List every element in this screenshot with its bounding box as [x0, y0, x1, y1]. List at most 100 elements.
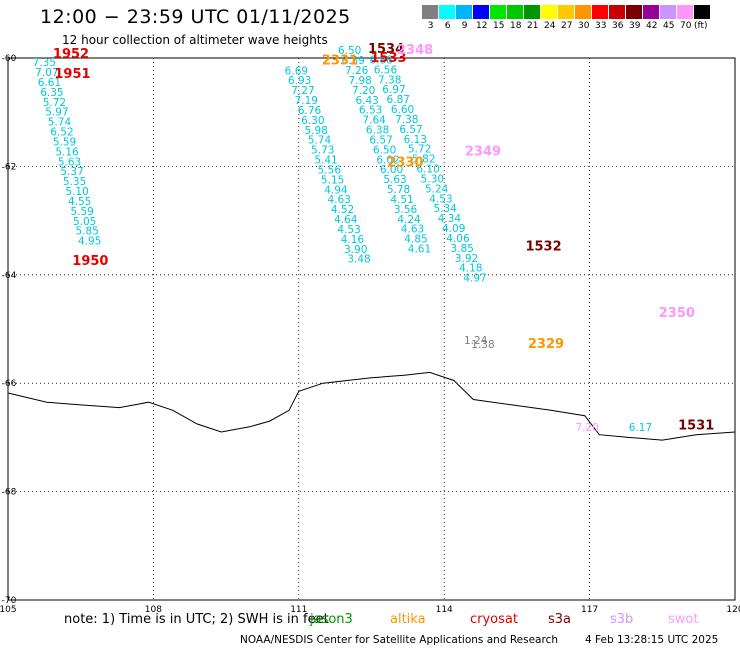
pass-time-label: 1950 [72, 254, 108, 269]
pass-time-label: 1952 [53, 47, 89, 62]
legend-label-36: 36 [612, 21, 624, 31]
footer-credit: NOAA/NESDIS Center for Satellite Applica… [240, 634, 558, 646]
swh-value: 5.63 [58, 156, 81, 168]
swh-value: 1.38 [471, 339, 494, 351]
swh-value: 4.06 [446, 233, 470, 245]
legend-label-9: 9 [461, 21, 468, 31]
swh-value: 5.30 [421, 173, 444, 185]
swh-value: 3.90 [344, 244, 367, 256]
swh-value: 4.55 [68, 196, 91, 208]
map-frame [7, 57, 736, 601]
swh-value: 3.48 [347, 254, 370, 266]
swh-value: 5.97 [45, 107, 68, 119]
legend-swatch-16 [677, 5, 694, 19]
swh-value: 4.85 [404, 234, 427, 246]
swh-value: 4.61 [408, 244, 431, 256]
legend-swatch-3 [456, 5, 473, 19]
swh-value: 4.95 [78, 236, 101, 248]
legend-label-12: 12 [476, 21, 488, 31]
swh-value: 6.02 [376, 154, 399, 166]
legend-swatches [422, 5, 711, 19]
pass-time-label: 1534 [368, 42, 404, 57]
swh-value: 4.34 [438, 213, 462, 225]
swh-value: 5.72 [43, 97, 66, 109]
swh-value: 4.16 [341, 234, 365, 246]
swh-value: 6.10 [416, 164, 439, 176]
swh-value: 6.00 [380, 164, 403, 176]
swh-value: 7.38 [378, 74, 401, 86]
y-tick-label: -68 [2, 488, 17, 498]
legend-label-3: 3 [427, 21, 434, 31]
legend-swatch-13 [626, 5, 643, 19]
pass-time-label: 1533 [370, 51, 406, 66]
swh-value: 6.61 [38, 77, 61, 89]
legend-swatch-11 [592, 5, 609, 19]
swh-value: 7.27 [291, 85, 314, 97]
pass-time-label: 2329 [528, 337, 564, 352]
legend-swatch-12 [609, 5, 626, 19]
mission-label-jason3: jason3 [310, 612, 353, 627]
map-title: 12:00 − 23:59 UTC 01/11/2025 [40, 6, 351, 28]
legend-swatch-15 [660, 5, 677, 19]
y-tick-label: -64 [2, 271, 17, 281]
swh-value: 5.56 [318, 164, 342, 176]
swh-value: 6.39 [341, 55, 364, 67]
swh-value: 6.57 [369, 134, 392, 146]
swh-value: 3.56 [394, 204, 418, 216]
mission-label-s3a: s3a [548, 612, 572, 627]
legend-label-24: 24 [544, 21, 556, 31]
swh-value: 4.63 [401, 224, 424, 236]
swh-value: 5.37 [60, 166, 83, 178]
legend-labels: 3 6 9 12 15 18 21 24 27 30 33 36 39 42 45 70 (ft) [422, 21, 711, 35]
swh-value: 5.59 [70, 206, 93, 218]
legend-label-39: 39 [629, 21, 641, 31]
color-legend: 3 6 9 12 15 18 21 24 27 30 33 36 39 42 45 70 (ft) [422, 5, 711, 35]
swh-value: 7.20 [352, 85, 375, 97]
swh-value: 7.26 [345, 65, 369, 77]
pass-time-label: 2349 [465, 145, 501, 160]
swh-value: 3.85 [451, 243, 474, 255]
legend-swatch-7 [524, 5, 541, 19]
pass-time-label: 1531 [678, 418, 714, 433]
swh-value: 4.64 [334, 214, 358, 226]
legend-unit: (ft) [694, 21, 708, 31]
swh-value: 6.30 [301, 115, 324, 127]
swh-value: 6.38 [366, 125, 389, 137]
legend-label-33: 33 [595, 21, 607, 31]
swh-value: 4.97 [463, 273, 486, 285]
swh-value: 3.92 [455, 253, 478, 265]
swh-value: 5.82 [412, 154, 435, 166]
swh-value: 4.94 [324, 184, 348, 196]
legend-swatch-5 [490, 5, 507, 19]
swh-value: 7.07 [35, 67, 58, 79]
swh-value: 5.41 [314, 155, 337, 167]
swh-value: 5.78 [387, 184, 410, 196]
swh-value: 7.19 [295, 95, 318, 107]
swh-value: 4.51 [390, 194, 413, 206]
legend-label-70: 70 [680, 21, 692, 31]
legend-swatch-9 [558, 5, 575, 19]
swh-value: 6.87 [387, 94, 410, 106]
mission-label-cryosat: cryosat [470, 612, 518, 627]
swh-value: 5.72 [408, 144, 431, 156]
swh-value: 6.60 [391, 104, 414, 116]
legend-label-27: 27 [561, 21, 573, 31]
legend-swatch-14 [643, 5, 660, 19]
swh-value: 7.38 [395, 114, 418, 126]
footer-note: note: 1) Time is in UTC; 2) SWH is in fe… [64, 612, 329, 627]
pass-time-label: 2348 [397, 43, 433, 58]
swh-value: 6.13 [404, 134, 427, 146]
swh-value: 5.34 [433, 203, 457, 215]
legend-label-6: 6 [444, 21, 451, 31]
x-tick-label: 105 [0, 605, 17, 615]
pass-time-label: 1951 [54, 67, 90, 82]
swh-value: 7.35 [33, 57, 56, 69]
y-tick-label: -70 [2, 596, 17, 606]
swh-value: 5.73 [311, 145, 334, 157]
x-tick-label: 111 [290, 605, 307, 615]
legend-swatch-17 [694, 5, 711, 19]
swh-value: 6.93 [288, 75, 311, 87]
x-tick-label: 117 [581, 605, 598, 615]
swh-value: 4.18 [459, 263, 482, 275]
